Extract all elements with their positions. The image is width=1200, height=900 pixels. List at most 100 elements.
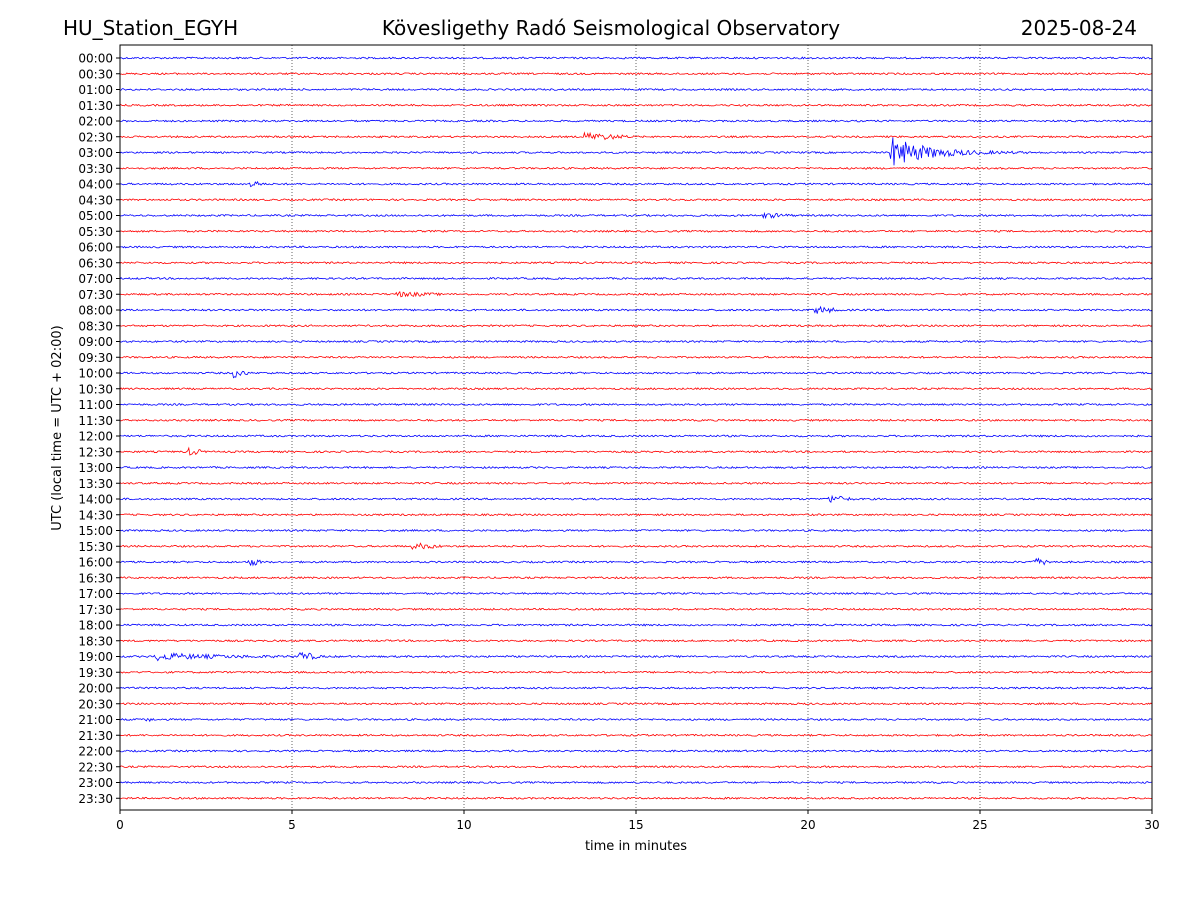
trace-1300 — [119, 465, 1153, 470]
trace-1530 — [119, 542, 1153, 550]
trace-0900 — [119, 339, 1153, 344]
trace-0600 — [119, 245, 1153, 249]
row-label: 09:30 — [78, 351, 113, 365]
vertical-grid — [291, 45, 981, 810]
row-label: 19:00 — [78, 650, 113, 664]
x-tick-label: 20 — [800, 818, 815, 832]
row-label: 03:00 — [78, 146, 113, 160]
row-label: 20:30 — [78, 697, 113, 711]
plot-frame — [119, 44, 1153, 811]
row-label: 10:30 — [78, 382, 113, 396]
trace-0330 — [119, 166, 1153, 170]
row-label: 12:00 — [78, 430, 113, 444]
seismic-traces — [119, 56, 1153, 800]
row-label: 22:00 — [78, 745, 113, 759]
row-label: 02:00 — [78, 115, 113, 129]
row-label: 13:30 — [78, 477, 113, 491]
row-label: 16:00 — [78, 556, 113, 570]
trace-1700 — [119, 591, 1153, 596]
row-label: 07:30 — [78, 288, 113, 302]
trace-1900 — [119, 651, 1153, 662]
trace-2300 — [119, 780, 1153, 785]
trace-0100 — [119, 87, 1153, 92]
trace-2100 — [119, 717, 1153, 723]
trace-2330 — [119, 796, 1153, 800]
trace-1630 — [119, 576, 1153, 580]
station-name: HU_Station_EGYH — [63, 16, 238, 40]
x-axis-label: time in minutes — [585, 839, 687, 854]
row-label: 03:30 — [78, 162, 113, 176]
trace-1800 — [119, 623, 1153, 627]
row-label: 14:30 — [78, 508, 113, 522]
row-label: 05:00 — [78, 209, 113, 223]
trace-0530 — [119, 229, 1153, 233]
observatory-title: Kövesligethy Radó Seismological Observat… — [382, 16, 840, 40]
x-tick-label: 10 — [456, 818, 471, 832]
row-label: 11:00 — [78, 398, 113, 412]
trace-1830 — [119, 639, 1153, 643]
trace-0200 — [119, 119, 1153, 123]
trace-2130 — [119, 733, 1153, 737]
trace-0000 — [119, 56, 1153, 60]
row-label: 15:30 — [78, 540, 113, 554]
trace-1000 — [119, 370, 1153, 379]
row-label: 02:30 — [78, 130, 113, 144]
trace-2000 — [119, 686, 1153, 690]
row-label: 22:30 — [78, 760, 113, 774]
row-label: 06:30 — [78, 256, 113, 270]
trace-0800 — [119, 305, 1153, 314]
row-label: 23:30 — [78, 792, 113, 806]
trace-0730 — [119, 290, 1153, 298]
row-label: 00:30 — [78, 67, 113, 81]
trace-1930 — [119, 670, 1153, 674]
x-tick-label: 5 — [288, 818, 296, 832]
trace-1130 — [119, 418, 1153, 422]
trace-1100 — [119, 402, 1153, 407]
x-tick-label: 15 — [628, 818, 643, 832]
row-label: 08:00 — [78, 304, 113, 318]
row-label: 21:30 — [78, 729, 113, 743]
row-label: 06:00 — [78, 241, 113, 255]
row-label: 20:00 — [78, 682, 113, 696]
trace-0430 — [119, 198, 1153, 202]
trace-1330 — [119, 481, 1153, 485]
row-label: 17:00 — [78, 587, 113, 601]
trace-2200 — [119, 749, 1153, 753]
row-label: 08:30 — [78, 319, 113, 333]
trace-0130 — [119, 103, 1153, 107]
row-label: 13:00 — [78, 461, 113, 475]
row-label: 04:00 — [78, 178, 113, 192]
row-label: 16:30 — [78, 571, 113, 585]
trace-1400 — [119, 494, 1153, 503]
trace-1430 — [119, 513, 1153, 517]
row-label: 09:00 — [78, 335, 113, 349]
x-tick-label: 30 — [1144, 818, 1159, 832]
trace-0630 — [119, 261, 1153, 265]
row-label: 19:30 — [78, 666, 113, 680]
trace-0700 — [119, 276, 1153, 281]
row-label: 00:00 — [78, 52, 113, 66]
x-tick-label: 0 — [116, 818, 124, 832]
row-label: 12:30 — [78, 445, 113, 459]
trace-0400 — [119, 180, 1153, 188]
row-label: 10:00 — [78, 367, 113, 381]
row-label: 18:00 — [78, 619, 113, 633]
row-label: 17:30 — [78, 603, 113, 617]
trace-0830 — [119, 324, 1153, 328]
trace-1600 — [119, 557, 1153, 567]
row-label: 15:00 — [78, 524, 113, 538]
trace-0930 — [119, 355, 1153, 359]
trace-1500 — [119, 528, 1153, 533]
trace-1230 — [119, 446, 1153, 456]
row-label: 18:30 — [78, 634, 113, 648]
x-tick-label: 25 — [972, 818, 987, 832]
trace-1730 — [119, 607, 1153, 611]
row-label: 11:30 — [78, 414, 113, 428]
row-label: 14:00 — [78, 493, 113, 507]
row-label: 01:30 — [78, 99, 113, 113]
row-label: 23:00 — [78, 776, 113, 790]
row-label: 05:30 — [78, 225, 113, 239]
trace-0500 — [119, 211, 1153, 220]
